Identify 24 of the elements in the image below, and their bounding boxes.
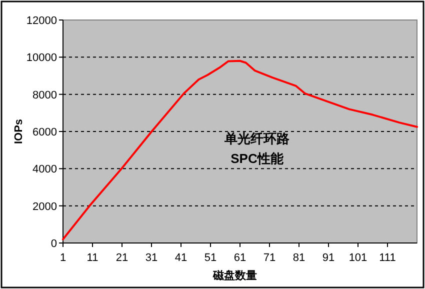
y-tick-label: 0 [50, 238, 57, 250]
y-tick-label: 10000 [26, 52, 57, 64]
x-axis-title: 磁盘数量 [212, 269, 257, 282]
x-tick-label: 41 [174, 252, 188, 264]
y-axis-title: IOPs [13, 118, 25, 144]
x-tick-label: 101 [348, 252, 368, 264]
y-tick-label: 8000 [32, 89, 57, 102]
y-tick-label: 12000 [26, 15, 57, 27]
x-tick-label: 31 [145, 252, 158, 264]
x-tick-label: 21 [116, 252, 128, 264]
x-tick-label: 71 [263, 252, 276, 264]
y-tick-label: 2000 [32, 200, 57, 213]
x-tick-label: 51 [204, 252, 217, 264]
x-tick-label: 11 [86, 252, 98, 264]
y-tick-label: 6000 [32, 126, 57, 138]
x-tick-label: 111 [379, 252, 396, 264]
annotation: SPC性能 [230, 151, 284, 166]
x-tick-label: 81 [292, 252, 306, 264]
annotation: 单光纤环路 [224, 131, 290, 146]
x-tick-label: 1 [60, 252, 66, 264]
y-tick-label: 4000 [32, 164, 57, 176]
x-tick-label: 61 [234, 252, 246, 264]
x-tick-label: 91 [322, 252, 335, 264]
line-series [62, 60, 418, 240]
